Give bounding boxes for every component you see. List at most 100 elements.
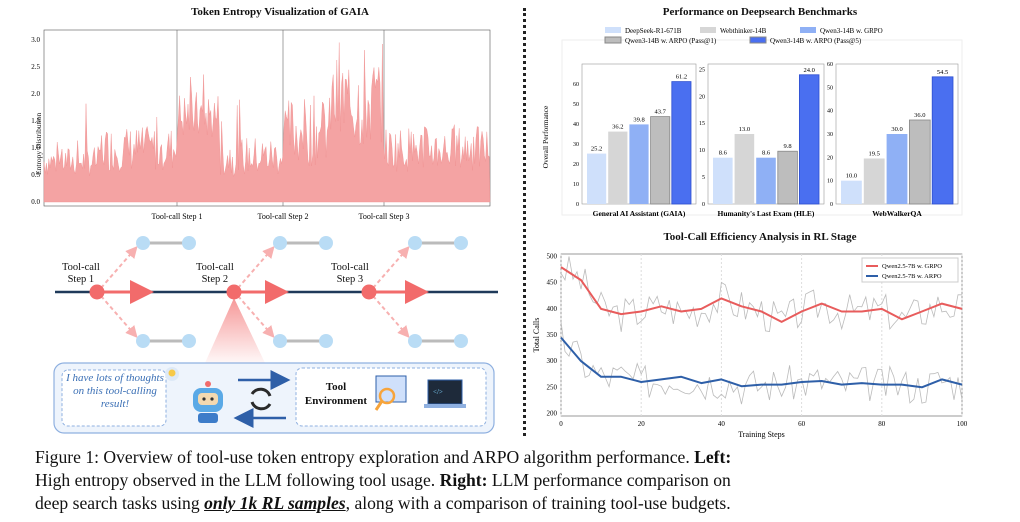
bar-ytick: 10 bbox=[699, 148, 705, 154]
step-3-label: Tool-call Step 3 bbox=[331, 262, 369, 285]
bar-ytick: 50 bbox=[827, 85, 833, 91]
x-tick-label: 80 bbox=[878, 420, 886, 428]
bar-value-label: 43.7 bbox=[655, 109, 667, 116]
step-node bbox=[89, 284, 105, 300]
legend-swatch bbox=[800, 27, 816, 33]
y-tick-label: 200 bbox=[547, 409, 558, 417]
y-tick-label: 500 bbox=[547, 253, 558, 261]
line-legend-box bbox=[861, 257, 959, 283]
branch-node bbox=[454, 334, 468, 348]
branch-node bbox=[273, 236, 287, 250]
branch-arrow bbox=[100, 295, 138, 339]
caption-text: , along with a comparison of training to… bbox=[345, 493, 731, 513]
bar bbox=[629, 124, 649, 204]
x-tick-label: 0 bbox=[559, 420, 563, 428]
line-chart-title: Tool-Call Efficiency Analysis in RL Stag… bbox=[663, 231, 857, 243]
branch-arrow bbox=[372, 295, 410, 339]
bar bbox=[756, 157, 776, 204]
step-2-label: Tool-call Step 2 bbox=[196, 262, 234, 285]
tool-call-diagram: </> bbox=[53, 236, 498, 434]
branch-node bbox=[273, 334, 287, 348]
caption-right-label: Right: bbox=[439, 470, 488, 490]
bar-ytick: 25 bbox=[699, 67, 705, 73]
legend-label: Qwen3-14B w. ARPO (Pass@5) bbox=[770, 37, 862, 45]
bar-value-label: 10.0 bbox=[846, 173, 857, 180]
x-tick-label: 60 bbox=[798, 420, 806, 428]
entropy-chart-title: Token Entropy Visualization of GAIA bbox=[191, 6, 369, 18]
bar-group-label: Humanity's Last Exam (HLE) bbox=[718, 209, 815, 218]
bar bbox=[841, 180, 862, 204]
bar-chart-title: Performance on Deepsearch Benchmarks bbox=[662, 6, 858, 18]
raw-trace bbox=[560, 256, 962, 332]
caption-text: LLM performance comparison on bbox=[491, 470, 731, 490]
series-line bbox=[560, 336, 963, 389]
bar-ytick: 20 bbox=[573, 162, 579, 168]
bar-ytick: 60 bbox=[573, 82, 579, 88]
search-monitor-icon bbox=[374, 375, 407, 411]
bar-group-label: WebWalkerQA bbox=[872, 209, 922, 218]
raw-trace bbox=[560, 321, 963, 405]
thought-bubble bbox=[61, 369, 167, 427]
step-node bbox=[226, 284, 242, 300]
bar-ytick: 0 bbox=[830, 202, 833, 208]
entropy-cone bbox=[205, 298, 265, 363]
entropy-ytick: 1.0 bbox=[31, 144, 40, 152]
entropy-ytick: 2.0 bbox=[31, 90, 40, 98]
line-chart: 0 20 40 60 80 100 200 250 300 350 400 450 500 Trainin… bbox=[532, 253, 968, 439]
step-1-label: Tool-call Step 1 bbox=[62, 262, 100, 285]
bar-ytick: 0 bbox=[702, 202, 705, 208]
bar-value-label: 36.0 bbox=[914, 112, 925, 119]
bar bbox=[886, 134, 908, 204]
bar-value-label: 36.2 bbox=[612, 124, 623, 131]
branch-arrow bbox=[237, 245, 275, 289]
bar-ytick: 40 bbox=[827, 109, 833, 115]
entropy-frame bbox=[43, 29, 491, 207]
bar-value-label: 30.0 bbox=[891, 126, 902, 133]
entropy-step-label: Tool-call Step 3 bbox=[359, 212, 410, 221]
branch-node bbox=[136, 236, 150, 250]
lightbulb-icon bbox=[165, 367, 179, 381]
panel-divider bbox=[523, 8, 526, 436]
legend-label: Qwen2.5-7B w. GRPO bbox=[882, 263, 942, 270]
x-axis-label: Training Steps bbox=[738, 430, 785, 439]
bar-ytick: 30 bbox=[827, 132, 833, 138]
branch-node bbox=[408, 334, 422, 348]
bar-value-label: 39.8 bbox=[633, 116, 644, 123]
bar bbox=[734, 134, 755, 204]
entropy-step-label: Tool-call Step 2 bbox=[258, 212, 309, 221]
bar-value-label: 19.5 bbox=[869, 151, 880, 158]
legend-label: Webthinker-14B bbox=[720, 27, 767, 35]
bar-group-label: General AI Assistant (GAIA) bbox=[593, 209, 686, 218]
legend-swatch bbox=[749, 36, 767, 44]
branch-node bbox=[454, 236, 468, 250]
bar-ytick: 5 bbox=[702, 175, 705, 181]
legend-label: Qwen2.5-7B w. ARPO bbox=[882, 273, 942, 280]
legend-swatch bbox=[605, 27, 621, 33]
bar-ylabel: Overall Performance bbox=[541, 105, 550, 168]
bar-ytick: 20 bbox=[699, 94, 705, 100]
bar-ytick: 60 bbox=[827, 62, 833, 68]
bar bbox=[608, 131, 628, 204]
bar bbox=[931, 76, 954, 205]
bar-ytick: 40 bbox=[573, 122, 579, 128]
bar-ytick: 50 bbox=[573, 102, 579, 108]
branch-node bbox=[408, 236, 422, 250]
branch-node bbox=[182, 334, 196, 348]
bar bbox=[777, 150, 798, 205]
entropy-chart: 0.0 0.5 1.0 1.5 2.0 2.5 3.0 Tool-call Step 1 Too… bbox=[31, 29, 491, 221]
bar-ytick: 10 bbox=[827, 179, 833, 185]
series-line bbox=[560, 266, 963, 323]
y-tick-label: 300 bbox=[547, 357, 558, 365]
entropy-ytick: 3.0 bbox=[31, 36, 40, 44]
bar bbox=[650, 116, 671, 205]
svg-text:</>: </> bbox=[433, 388, 443, 396]
bar-ytick: 0 bbox=[576, 202, 579, 208]
bar-value-label: 61.2 bbox=[676, 74, 687, 81]
entropy-ytick: 0.5 bbox=[31, 171, 40, 179]
legend-swatch bbox=[700, 27, 716, 33]
bar bbox=[798, 74, 820, 205]
legend-swatch bbox=[604, 36, 622, 44]
bar-chart: DeepSeek-R1-671B Webthinker-14B Qwen3-14B … bbox=[541, 27, 963, 218]
x-tick-label: 20 bbox=[638, 420, 646, 428]
bar bbox=[713, 157, 733, 204]
